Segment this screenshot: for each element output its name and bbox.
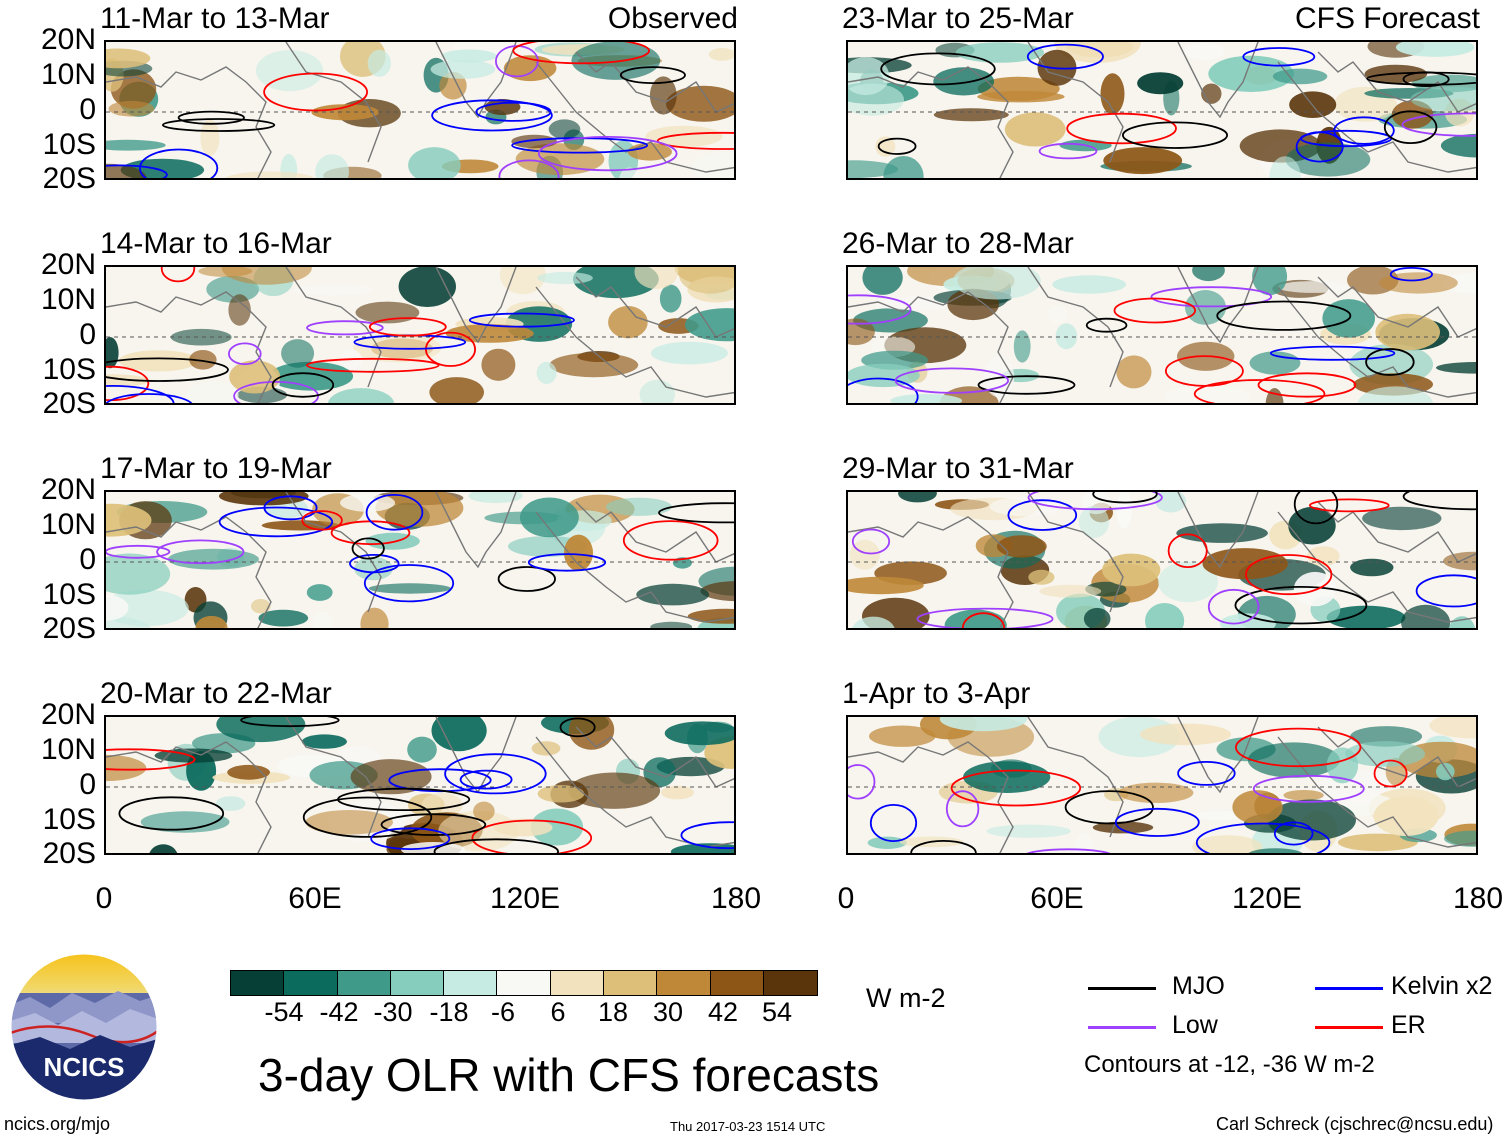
lat-label: 10N (40, 508, 96, 541)
colorbar-cell (550, 971, 605, 995)
footer-timestamp: Thu 2017-03-23 1514 UTC (670, 1119, 826, 1134)
logo-text: NCICS (44, 1052, 125, 1082)
olr-map (846, 40, 1478, 180)
panel-right-2: 26-Mar to 28-Mar (842, 227, 1478, 405)
panel-title: 14-Mar to 16-Mar (100, 227, 332, 260)
legend-note: Contours at -12, -36 W m-2 (1084, 1051, 1375, 1078)
olr-map (104, 265, 736, 405)
colorbar-tick: -30 (373, 997, 413, 1027)
lon-label: 180 (710, 882, 762, 915)
lat-label: 20N (40, 698, 96, 731)
colorbar (230, 970, 819, 996)
panel-right-4: 1-Apr to 3-Apr (842, 677, 1478, 855)
colorbar-cell (284, 971, 338, 995)
footer-author: Carl Schreck (cjschrec@ncsu.edu) (1216, 1114, 1494, 1134)
lat-label: 0 (79, 543, 96, 576)
lat-label: 20S (42, 162, 96, 195)
lon-label: 0 (837, 882, 855, 915)
colorbar-tick: 42 (707, 997, 739, 1027)
lat-label: 10N (40, 733, 96, 766)
lon-label: 180 (1452, 882, 1504, 915)
lon-label: 120E (1231, 882, 1303, 915)
legend-label-kelvin: Kelvin x2 (1391, 972, 1493, 1000)
forecast-label: CFS Forecast (1294, 2, 1480, 35)
legend-line-mjo (1088, 987, 1156, 990)
lat-label: 0 (79, 318, 96, 351)
main-title: 3-day OLR with CFS forecasts (258, 1049, 880, 1101)
lat-label: 10S (42, 803, 96, 836)
lon-label: 0 (95, 882, 113, 915)
lon-label: 60E (288, 882, 342, 915)
panel-right-1: 23-Mar to 25-Mar CFS Forecast (842, 2, 1480, 180)
colorbar-tick: -54 (264, 997, 304, 1027)
olr-map (846, 265, 1478, 405)
lon-label: 60E (1030, 882, 1084, 915)
colorbar-tick: -6 (490, 997, 516, 1027)
legend-line-low (1088, 1026, 1156, 1029)
panel-title: 20-Mar to 22-Mar (100, 677, 332, 710)
colorbar-cell (444, 971, 498, 995)
colorbar-units: W m-2 (866, 983, 946, 1013)
olr-map (104, 40, 736, 180)
olr-map (104, 715, 736, 855)
panel-title: 11-Mar to 13-Mar (100, 2, 330, 35)
colorbar-tick: -18 (429, 997, 469, 1027)
panel-title: 23-Mar to 25-Mar (842, 2, 1074, 35)
lat-label: 0 (79, 93, 96, 126)
lat-label: 10N (40, 283, 96, 316)
lat-label: 10S (42, 353, 96, 386)
panel-title: 17-Mar to 19-Mar (100, 452, 332, 485)
lat-label: 20S (42, 837, 96, 870)
legend-line-er (1315, 1026, 1383, 1029)
olr-map (104, 490, 736, 630)
colorbar-cell (657, 971, 711, 995)
lat-label: 10S (42, 128, 96, 161)
panel-title: 1-Apr to 3-Apr (842, 677, 1031, 710)
olr-map (846, 715, 1478, 855)
ncics-logo: NCICS (10, 953, 158, 1101)
lat-label: 10S (42, 578, 96, 611)
lon-label: 120E (489, 882, 561, 915)
lat-label: 0 (79, 768, 96, 801)
panel-left-2: 14-Mar to 16-Mar (100, 227, 736, 405)
panel-title: 29-Mar to 31-Mar (842, 452, 1074, 485)
colorbar-cell (231, 971, 285, 995)
colorbar-cell (337, 971, 391, 995)
lat-label: 20N (40, 23, 96, 56)
legend-label-mjo: MJO (1172, 972, 1225, 1000)
lat-label: 20N (40, 473, 96, 506)
panel-left-4: 20-Mar to 22-Mar (100, 677, 736, 855)
colorbar-cell (710, 971, 764, 995)
colorbar-cell (763, 971, 818, 995)
legend-line-kelvin (1315, 987, 1383, 990)
colorbar-tick: 30 (652, 997, 684, 1027)
panel-left-1: 11-Mar to 13-Mar Observed (100, 2, 738, 180)
colorbar-cell (497, 971, 551, 995)
lat-label: 20N (40, 248, 96, 281)
olr-map (846, 490, 1478, 630)
footer-url: ncics.org/mjo (4, 1114, 111, 1134)
lat-label: 20S (42, 387, 96, 420)
panel-right-3: 29-Mar to 31-Mar (842, 452, 1478, 630)
lat-label: 20S (42, 612, 96, 645)
colorbar-tick: 6 (550, 997, 566, 1027)
legend-label-low: Low (1172, 1011, 1218, 1039)
lat-label: 10N (40, 58, 96, 91)
colorbar-tick: 54 (761, 997, 793, 1027)
panel-left-3: 17-Mar to 19-Mar (100, 452, 736, 630)
panel-title: 26-Mar to 28-Mar (842, 227, 1074, 260)
colorbar-tick: 18 (597, 997, 629, 1027)
colorbar-cell (390, 971, 445, 995)
colorbar-cell (604, 971, 658, 995)
colorbar-tick: -42 (319, 997, 359, 1027)
observed-label: Observed (607, 2, 738, 35)
legend-label-er: ER (1391, 1011, 1426, 1039)
